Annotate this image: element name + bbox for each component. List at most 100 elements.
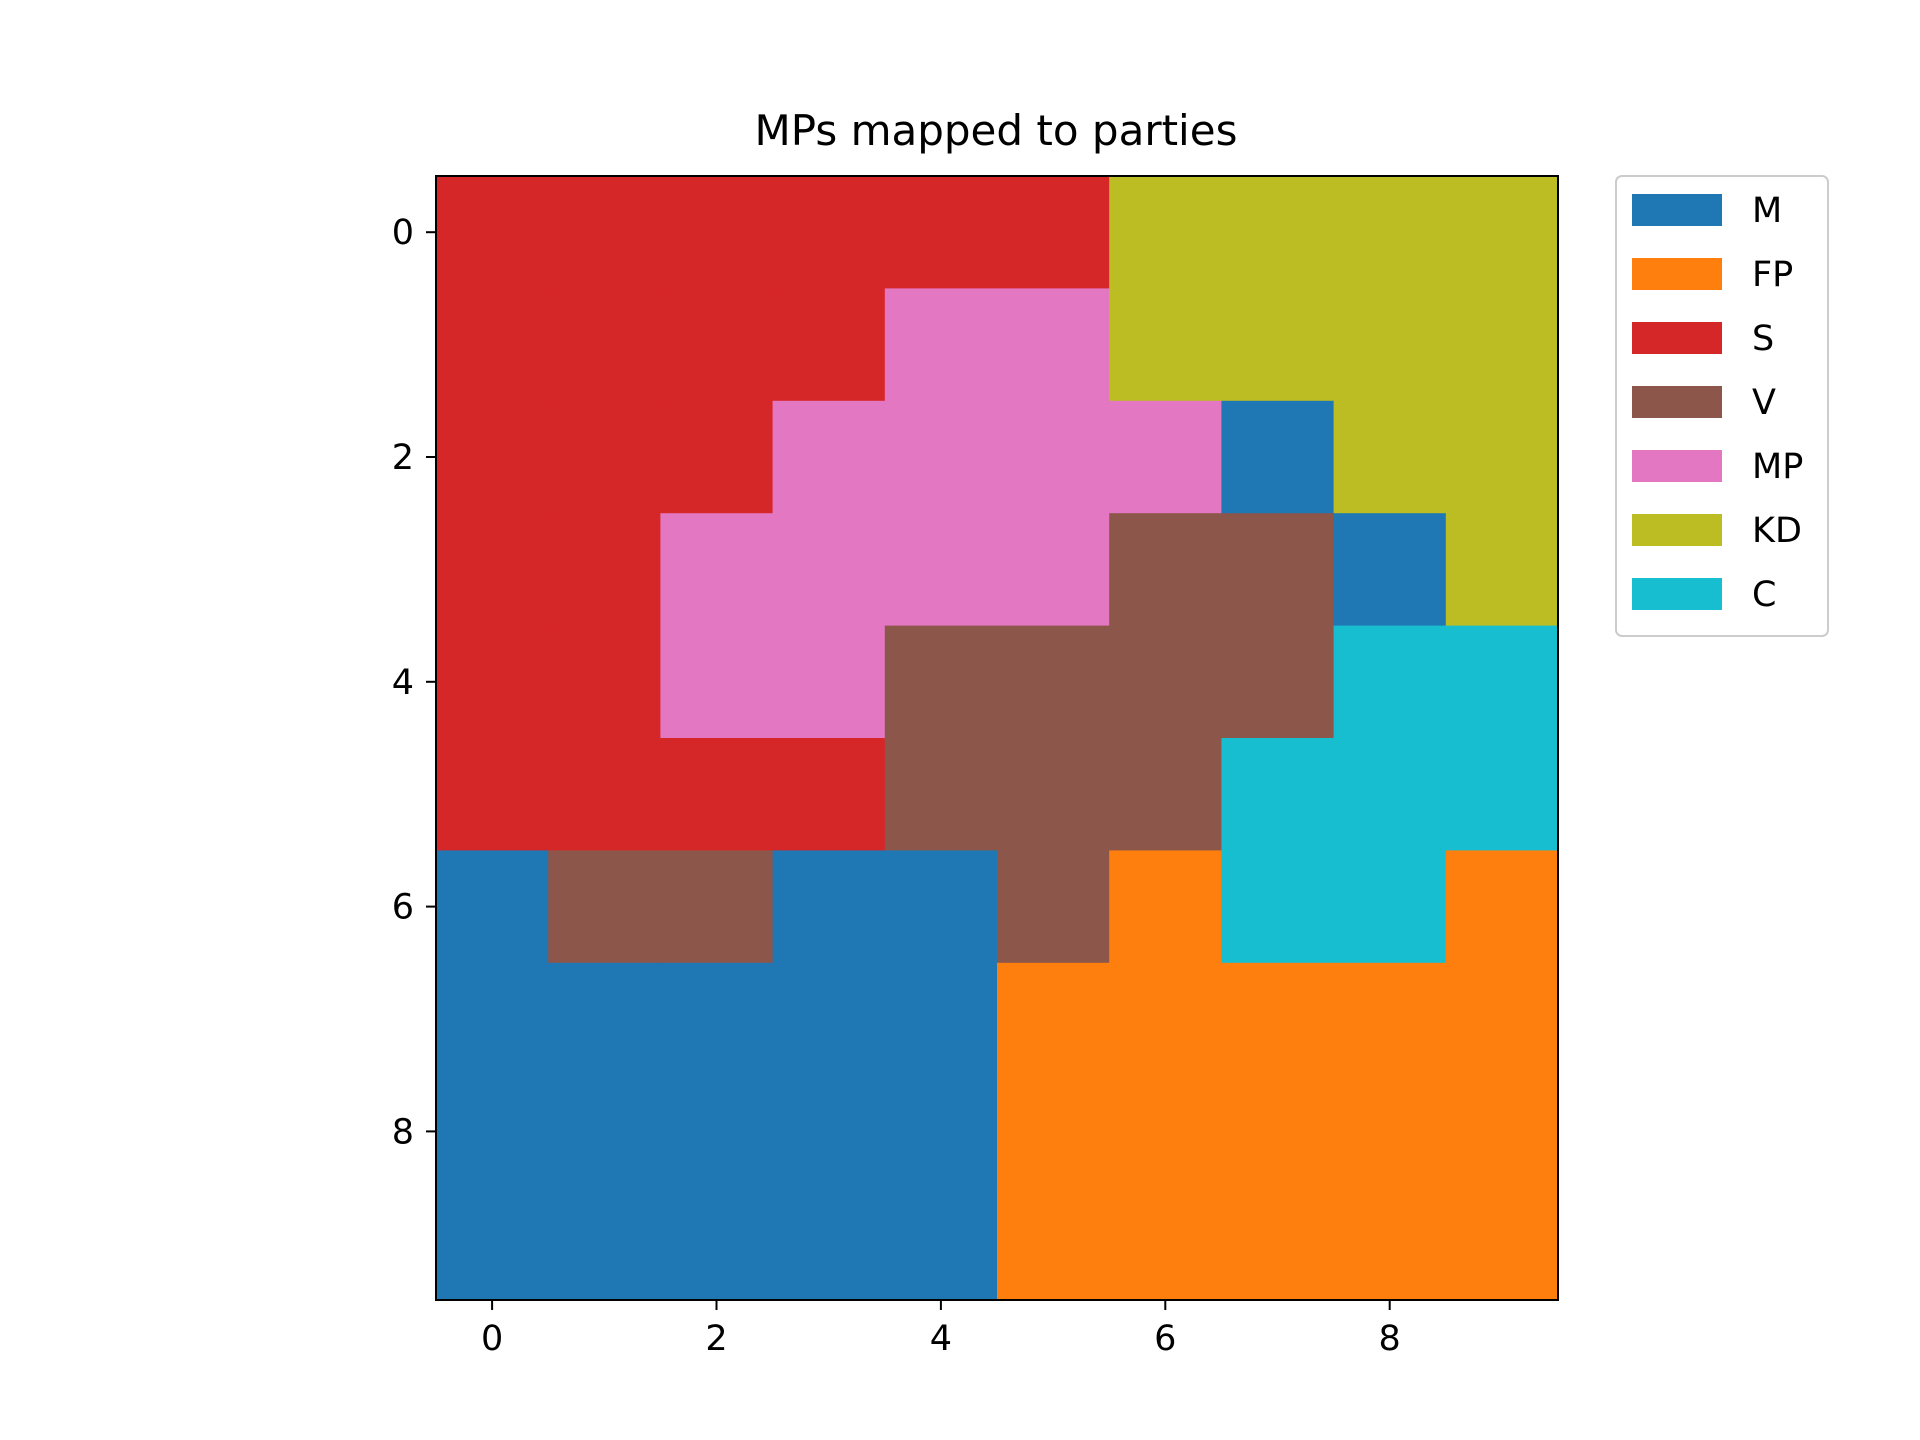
cell-r0-c3 <box>772 176 886 289</box>
cell-r3-c6 <box>1109 513 1222 627</box>
cell-r7-c8 <box>1333 962 1447 1076</box>
legend-swatch-kd <box>1632 514 1722 546</box>
cell-r6-c1 <box>548 850 661 964</box>
legend-label-v: V <box>1752 383 1776 423</box>
chart-title: MPs mapped to parties <box>755 106 1238 155</box>
cell-r9-c0 <box>436 1187 549 1301</box>
cell-r9-c5 <box>997 1187 1110 1301</box>
cell-r1-c8 <box>1333 288 1447 402</box>
cell-r8-c6 <box>1109 1075 1222 1189</box>
cell-r5-c7 <box>1221 738 1335 851</box>
y-tick-label: 2 <box>392 438 414 478</box>
cell-r6-c0 <box>436 850 549 964</box>
cell-r6-c8 <box>1333 850 1447 964</box>
x-tick-label: 6 <box>1154 1319 1176 1359</box>
y-tick-label: 6 <box>392 888 414 928</box>
cell-r0-c8 <box>1333 176 1447 289</box>
cell-r1-c3 <box>772 288 886 402</box>
cell-r5-c2 <box>660 738 774 851</box>
cell-r4-c5 <box>997 625 1110 739</box>
cell-r8-c7 <box>1221 1075 1335 1189</box>
cell-r3-c2 <box>660 513 774 627</box>
cell-r7-c2 <box>660 962 774 1076</box>
cell-r4-c1 <box>548 625 661 739</box>
cell-r1-c6 <box>1109 288 1222 402</box>
cell-r3-c3 <box>772 513 886 627</box>
cell-r5-c4 <box>884 738 998 851</box>
cell-r0-c1 <box>548 176 661 289</box>
legend-swatch-fp <box>1632 258 1722 290</box>
cell-r5-c1 <box>548 738 661 851</box>
cell-r0-c4 <box>884 176 998 289</box>
cell-r9-c6 <box>1109 1187 1222 1301</box>
cell-r8-c5 <box>997 1075 1110 1189</box>
cell-r9-c8 <box>1333 1187 1447 1301</box>
cell-r4-c2 <box>660 625 774 739</box>
cell-r6-c2 <box>660 850 774 964</box>
cell-r8-c3 <box>772 1075 886 1189</box>
cell-r9-c1 <box>548 1187 661 1301</box>
cell-r1-c9 <box>1445 288 1559 402</box>
legend-swatch-v <box>1632 386 1722 418</box>
legend-swatch-s <box>1632 322 1722 354</box>
legend-swatch-mp <box>1632 450 1722 482</box>
cell-r4-c7 <box>1221 625 1335 739</box>
cell-r1-c2 <box>660 288 774 402</box>
cell-r0-c2 <box>660 176 774 289</box>
legend-label-fp: FP <box>1752 255 1793 295</box>
cell-r5-c5 <box>997 738 1110 851</box>
cell-r6-c6 <box>1109 850 1222 964</box>
cell-r6-c5 <box>997 850 1110 964</box>
cell-r8-c1 <box>548 1075 661 1189</box>
cell-r9-c9 <box>1445 1187 1559 1301</box>
y-tick-label: 0 <box>392 213 414 253</box>
legend-swatch-c <box>1632 578 1722 610</box>
legend-label-m: M <box>1752 191 1782 231</box>
cell-r7-c1 <box>548 962 661 1076</box>
cell-r2-c1 <box>548 400 661 514</box>
cell-r2-c0 <box>436 400 549 514</box>
legend-label-mp: MP <box>1752 447 1803 487</box>
cell-r8-c8 <box>1333 1075 1447 1189</box>
cell-r5-c8 <box>1333 738 1447 851</box>
cell-r3-c8 <box>1333 513 1447 627</box>
cell-r6-c3 <box>772 850 886 964</box>
legend: M FP SV MP KD C <box>1615 175 1829 637</box>
cell-r6-c4 <box>884 850 998 964</box>
cell-r2-c7 <box>1221 400 1335 514</box>
cell-r1-c1 <box>548 288 661 402</box>
cell-r9-c7 <box>1221 1187 1335 1301</box>
cell-r0-c5 <box>997 176 1110 289</box>
x-axis: 0 2 4 6 8 <box>481 1300 1401 1359</box>
cell-r9-c2 <box>660 1187 774 1301</box>
y-tick-label: 8 <box>392 1112 414 1152</box>
cell-r3-c4 <box>884 513 998 627</box>
cell-r4-c6 <box>1109 625 1222 739</box>
cell-r7-c6 <box>1109 962 1222 1076</box>
cell-r0-c9 <box>1445 176 1559 289</box>
cell-r4-c3 <box>772 625 886 739</box>
cell-r1-c7 <box>1221 288 1335 402</box>
cell-r5-c9 <box>1445 738 1559 851</box>
cell-r5-c0 <box>436 738 549 851</box>
cell-r3-c9 <box>1445 513 1559 627</box>
cell-r7-c0 <box>436 962 549 1076</box>
legend-label-c: C <box>1752 575 1776 615</box>
cell-r8-c0 <box>436 1075 549 1189</box>
cell-r3-c0 <box>436 513 549 627</box>
y-tick-label: 4 <box>392 663 414 703</box>
cell-r2-c9 <box>1445 400 1559 514</box>
cell-r4-c8 <box>1333 625 1447 739</box>
cell-r6-c9 <box>1445 850 1559 964</box>
cell-r0-c6 <box>1109 176 1222 289</box>
x-tick-label: 4 <box>930 1319 952 1359</box>
cell-r0-c7 <box>1221 176 1335 289</box>
cell-r7-c9 <box>1445 962 1559 1076</box>
cell-r8-c2 <box>660 1075 774 1189</box>
cell-r5-c6 <box>1109 738 1222 851</box>
cell-r7-c4 <box>884 962 998 1076</box>
cell-r8-c9 <box>1445 1075 1559 1189</box>
x-tick-label: 2 <box>705 1319 727 1359</box>
axes-frame <box>435 175 1559 1301</box>
